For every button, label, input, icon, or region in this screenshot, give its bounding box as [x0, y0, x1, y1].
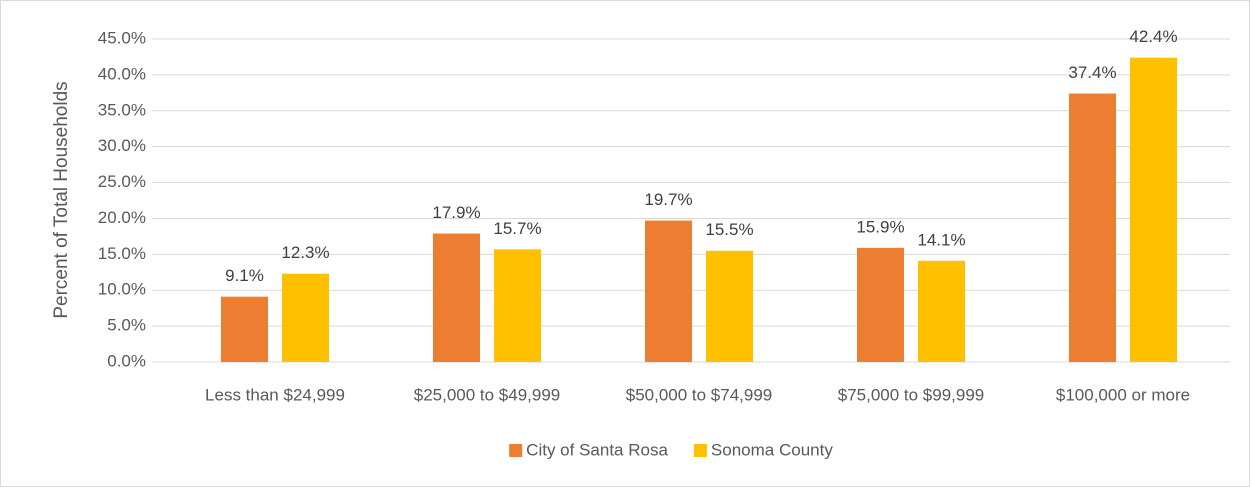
- bar: [433, 233, 480, 362]
- bar: [857, 247, 904, 362]
- y-tick-label: 0.0%: [107, 351, 146, 370]
- bar: [645, 220, 692, 362]
- bar: [1069, 93, 1116, 362]
- y-tick-label: 25.0%: [98, 172, 146, 191]
- y-tick-label: 35.0%: [98, 100, 146, 119]
- value-label: 15.7%: [493, 219, 541, 238]
- value-label: 9.1%: [225, 266, 264, 285]
- bar: [282, 273, 329, 362]
- bar: [1130, 57, 1177, 362]
- x-tick-label: $50,000 to $74,999: [626, 385, 773, 404]
- value-label: 17.9%: [432, 203, 480, 222]
- value-label: 15.5%: [705, 220, 753, 239]
- value-label: 19.7%: [644, 190, 692, 209]
- x-tick-label: $25,000 to $49,999: [414, 385, 561, 404]
- value-label: 42.4%: [1129, 27, 1177, 46]
- x-tick-label: $100,000 or more: [1056, 385, 1190, 404]
- x-tick-label: $75,000 to $99,999: [838, 385, 985, 404]
- bar: [918, 260, 965, 362]
- y-tick-label: 20.0%: [98, 208, 146, 227]
- value-label: 12.3%: [281, 243, 329, 262]
- value-label: 14.1%: [917, 230, 965, 249]
- value-label: 15.9%: [856, 217, 904, 236]
- bar: [494, 249, 541, 362]
- x-tick-label: Less than $24,999: [205, 385, 345, 404]
- y-tick-label: 15.0%: [98, 244, 146, 263]
- y-tick-label: 45.0%: [98, 28, 146, 47]
- y-tick-label: 40.0%: [98, 64, 146, 83]
- value-label: 37.4%: [1068, 63, 1116, 82]
- y-tick-label: 30.0%: [98, 136, 146, 155]
- bar: [706, 250, 753, 362]
- legend-swatch: [693, 444, 707, 457]
- y-tick-label: 5.0%: [107, 316, 146, 335]
- legend: City of Santa Rosa Sonoma County: [509, 440, 833, 459]
- y-axis-label: Percent of Total Households: [51, 81, 72, 318]
- legend-swatch: [509, 444, 523, 457]
- y-tick-label: 10.0%: [98, 280, 146, 299]
- legend-label: Sonoma County: [711, 440, 833, 459]
- legend-label: City of Santa Rosa: [526, 440, 668, 459]
- bar: [221, 296, 268, 362]
